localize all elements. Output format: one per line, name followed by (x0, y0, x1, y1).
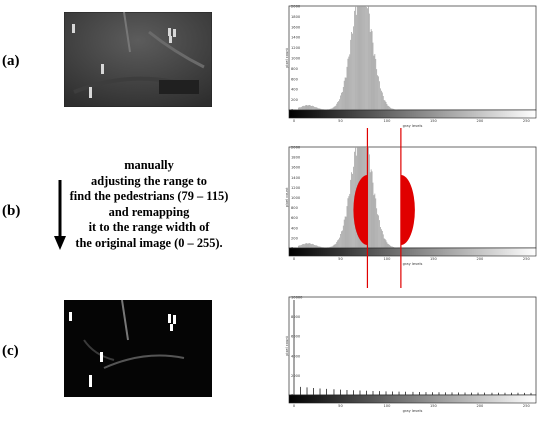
thermal-image-a (64, 12, 212, 107)
y-tick-label: 2000 (291, 146, 301, 150)
x-tick-label: 200 (476, 119, 484, 123)
x-tick-label: 50 (338, 404, 343, 408)
gray-gradient-bar (288, 109, 537, 119)
caption-line: and remapping (108, 204, 190, 219)
histogram-a: 2000180016001400120010008006004002000pix… (284, 4, 542, 132)
y-tick-label: 10000 (291, 296, 303, 300)
down-arrow-icon (54, 180, 66, 250)
x-axis-label: gray levels (403, 409, 423, 413)
x-axis-label: gray levels (403, 262, 423, 266)
x-tick-label: 0 (293, 404, 296, 408)
caption-line: it to the range width of (88, 220, 210, 235)
y-tick-label: 200 (291, 236, 299, 240)
x-tick-label: 150 (430, 119, 438, 123)
y-tick-label: 1200 (291, 186, 301, 190)
y-axis-label: pixel count (285, 336, 289, 356)
gray-gradient-bar (288, 247, 537, 257)
x-tick-label: 250 (523, 119, 531, 123)
y-tick-label: 1000 (291, 196, 301, 200)
y-tick-label: 400 (291, 88, 299, 92)
range-marker-shape (400, 175, 415, 245)
caption-line: manually (124, 158, 174, 172)
plot-frame (288, 5, 537, 111)
y-tick-label: 1600 (291, 25, 301, 29)
plot-frame (288, 296, 537, 396)
thermal-image-c (64, 300, 212, 397)
y-tick-label: 1800 (291, 156, 301, 160)
y-tick-label: 1800 (291, 15, 301, 19)
range-markers (353, 128, 415, 288)
row-label-b: (b) (2, 203, 21, 219)
caption: manually adjusting the range to find the… (60, 158, 238, 252)
y-tick-label: 200 (291, 98, 299, 102)
y-tick-label: 1600 (291, 166, 301, 170)
range-marker-shape (353, 175, 368, 245)
y-axis-label: pixel count (285, 48, 289, 68)
caption-line: adjusting the range to (91, 173, 207, 188)
x-tick-label: 250 (523, 257, 531, 261)
y-tick-label: 800 (291, 206, 299, 210)
y-tick-label: 600 (291, 216, 299, 220)
caption-line: the original image (0 – 255). (75, 235, 223, 250)
histogram-a-plot: 2000180016001400120010008006004002000pix… (285, 5, 537, 128)
x-tick-label: 150 (430, 257, 438, 261)
x-tick-label: 100 (384, 257, 392, 261)
gray-gradient-bar (288, 394, 537, 404)
y-tick-label: 1000 (291, 57, 301, 61)
y-axis-label: pixel count (285, 187, 289, 207)
row-label-c: (c) (2, 343, 19, 359)
x-tick-label: 150 (430, 404, 438, 408)
y-tick-label: 2000 (291, 374, 301, 378)
x-axis-label: gray levels (403, 124, 423, 128)
y-tick-label: 2000 (291, 5, 301, 9)
caption-line: find the pedestrians (79 – 115) (69, 189, 229, 204)
x-tick-label: 250 (523, 404, 531, 408)
row-label-a: (a) (2, 53, 20, 69)
histogram-c: 1000080006000400020000pixel count0501001… (284, 295, 542, 417)
histogram-c-plot: 1000080006000400020000pixel count0501001… (285, 296, 537, 413)
x-tick-label: 0 (293, 119, 296, 123)
x-tick-label: 50 (338, 119, 343, 123)
y-tick-label: 1400 (291, 36, 301, 40)
y-tick-label: 1400 (291, 176, 301, 180)
y-tick-label: 1200 (291, 46, 301, 50)
y-tick-label: 600 (291, 77, 299, 81)
y-tick-label: 6000 (291, 335, 301, 339)
x-tick-label: 0 (293, 257, 296, 261)
x-tick-label: 100 (384, 119, 392, 123)
x-tick-label: 200 (476, 404, 484, 408)
x-tick-label: 200 (476, 257, 484, 261)
y-tick-label: 4000 (291, 354, 301, 358)
x-tick-label: 100 (384, 404, 392, 408)
x-tick-label: 50 (338, 257, 343, 261)
y-tick-label: 800 (291, 67, 299, 71)
y-tick-label: 400 (291, 226, 299, 230)
y-tick-label: 8000 (291, 315, 301, 319)
